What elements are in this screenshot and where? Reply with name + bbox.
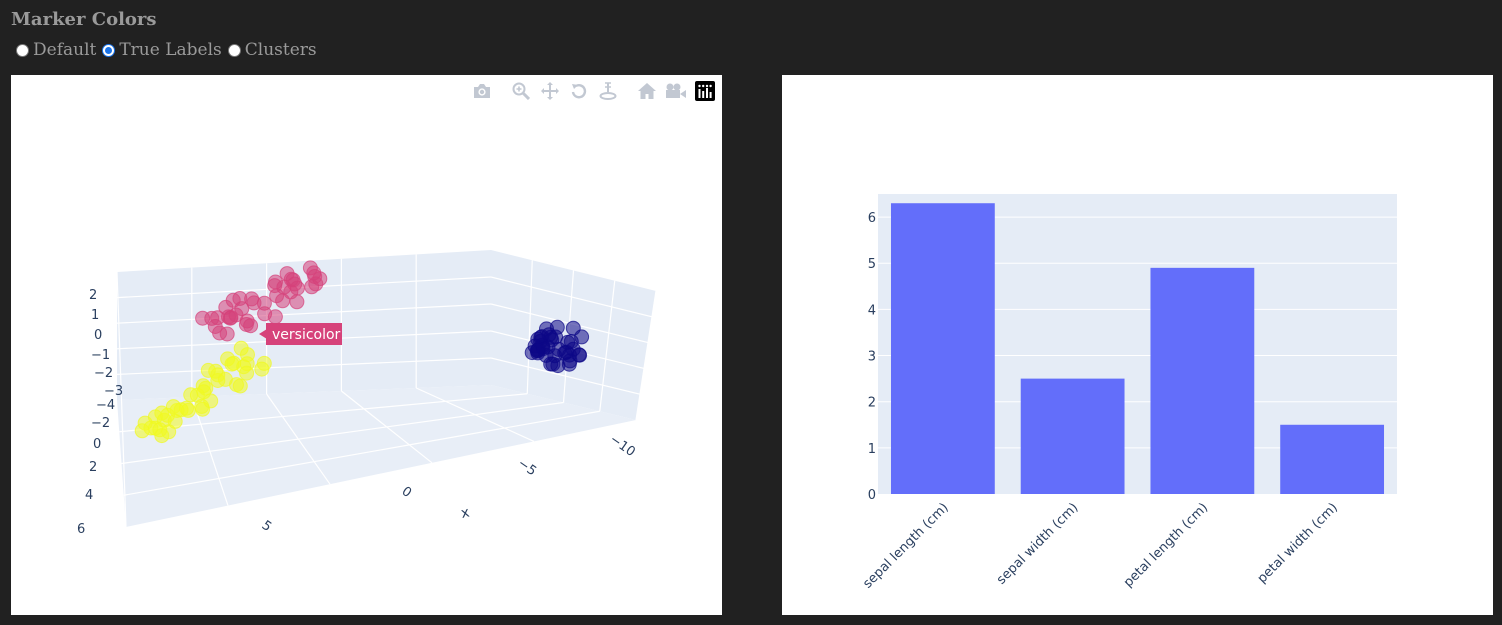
scatter-point <box>196 384 212 400</box>
camera-icon[interactable] <box>471 80 493 102</box>
z-axis-tick: 2 <box>89 288 97 303</box>
bar <box>1020 378 1125 494</box>
scatter-point <box>167 413 183 429</box>
bar-x-tick-label: sepal length (cm) <box>860 500 951 591</box>
scatter-point <box>224 356 240 372</box>
y-axis-tick: 0 <box>93 437 101 452</box>
bar-y-tick-label: 0 <box>868 488 876 503</box>
radio-true-labels[interactable]: True Labels <box>102 40 222 60</box>
scatter-point <box>239 365 255 381</box>
scatter-point <box>229 377 244 393</box>
z-axis-tick: 1 <box>91 308 99 323</box>
bar-chart-x-ticks: sepal length (cm) sepal width (cm) petal l… <box>860 500 1341 591</box>
y-axis-tick: −2 <box>91 416 110 431</box>
bar-x-tick-label: petal width (cm) <box>1255 500 1341 586</box>
bar-chart-y-ticks: 0 1 2 3 4 5 6 <box>868 211 876 503</box>
bar <box>1150 267 1255 494</box>
scatter-point <box>565 320 581 336</box>
scatter-3d-scene[interactable]: 2 1 0 −1 −2 −3−4 −2 0 2 4 6 5 0 −5 −10 x versicolor <box>11 75 722 615</box>
x-axis-tick: 0 <box>399 484 414 501</box>
scatter-point <box>254 361 270 377</box>
bar-y-tick-label: 4 <box>868 303 876 318</box>
bar-y-tick-label: 2 <box>868 396 876 411</box>
x-axis-tick: 5 <box>259 518 274 535</box>
radio-clusters[interactable]: Clusters <box>227 40 317 60</box>
marker-colors-title: Marker Colors <box>11 9 157 30</box>
bar-chart-panel[interactable]: 0 1 2 3 4 5 6 sepal length (cm) sepal width (cm… <box>782 75 1493 615</box>
radio-default-circle[interactable] <box>16 43 29 57</box>
marker-colors-radio-group: Default True Labels Clusters <box>16 40 323 60</box>
z-axis-tick: 0 <box>94 328 102 343</box>
bar-y-tick-label: 1 <box>868 442 876 457</box>
scatter-point <box>238 317 254 332</box>
radio-default-label[interactable]: Default <box>33 40 97 60</box>
pan-icon[interactable] <box>539 80 561 102</box>
x-axis-title: x <box>459 504 470 521</box>
scatter-point <box>548 329 564 345</box>
scatter-point <box>302 260 318 276</box>
z-axis-tick: −4 <box>96 398 115 413</box>
z-axis-tick: −3 <box>104 384 123 399</box>
y-axis-tick: 2 <box>89 460 97 475</box>
bar-chart-bars <box>890 203 1385 494</box>
radio-true-labels-circle[interactable] <box>102 43 116 57</box>
scatter-point <box>183 387 199 403</box>
zoom-icon[interactable] <box>510 80 532 102</box>
z-axis-tick: −1 <box>91 348 110 363</box>
scatter-points <box>134 260 590 444</box>
turntable-icon[interactable] <box>597 80 619 102</box>
radio-true-labels-label[interactable]: True Labels <box>119 40 222 60</box>
scatter-point <box>256 295 272 311</box>
scatter-point <box>180 402 196 418</box>
scatter-point <box>530 341 546 357</box>
home-icon[interactable] <box>636 80 658 102</box>
bar <box>1280 424 1385 494</box>
bar-x-tick-label: sepal width (cm) <box>994 500 1081 587</box>
y-axis-tick: 6 <box>77 522 85 537</box>
scatter-point <box>204 310 220 326</box>
scatter-point <box>232 291 248 306</box>
bar-y-tick-label: 6 <box>868 211 876 226</box>
plotly-logo-icon[interactable] <box>694 80 716 102</box>
radio-default[interactable]: Default <box>16 40 96 60</box>
bar-y-tick-label: 3 <box>868 350 876 365</box>
scatter-point <box>308 276 324 292</box>
bar-chart[interactable]: 0 1 2 3 4 5 6 sepal length (cm) sepal width (cm… <box>782 75 1493 615</box>
radio-clusters-label[interactable]: Clusters <box>244 40 317 60</box>
x-axis-tick: −5 <box>515 456 539 479</box>
y-axis-tick: 4 <box>85 488 93 503</box>
video-camera-icon[interactable] <box>665 80 687 102</box>
bar-y-tick-label: 5 <box>868 257 876 272</box>
scatter-point <box>154 428 170 444</box>
modebar <box>464 80 716 102</box>
scatter-3d-panel[interactable]: 2 1 0 −1 −2 −3 −4 −2 0 2 4 6 5 0 −5 −10 x versicolor <box>11 75 722 615</box>
scatter-point <box>545 356 561 372</box>
z-axis-tick: −2 <box>94 366 113 381</box>
scene-floor <box>117 385 636 527</box>
bar-x-tick-label: petal length (cm) <box>1121 500 1211 590</box>
scatter-point <box>283 271 299 287</box>
scatter-point <box>219 326 235 342</box>
x-axis-tick: −10 <box>607 432 638 460</box>
scatter-point <box>221 309 236 325</box>
orbit-icon[interactable] <box>568 80 590 102</box>
radio-clusters-circle[interactable] <box>227 43 241 57</box>
hover-tooltip: versicolor <box>259 323 342 345</box>
scatter-point <box>563 334 579 349</box>
hover-tooltip-text: versicolor <box>272 327 341 343</box>
bar <box>890 203 995 494</box>
